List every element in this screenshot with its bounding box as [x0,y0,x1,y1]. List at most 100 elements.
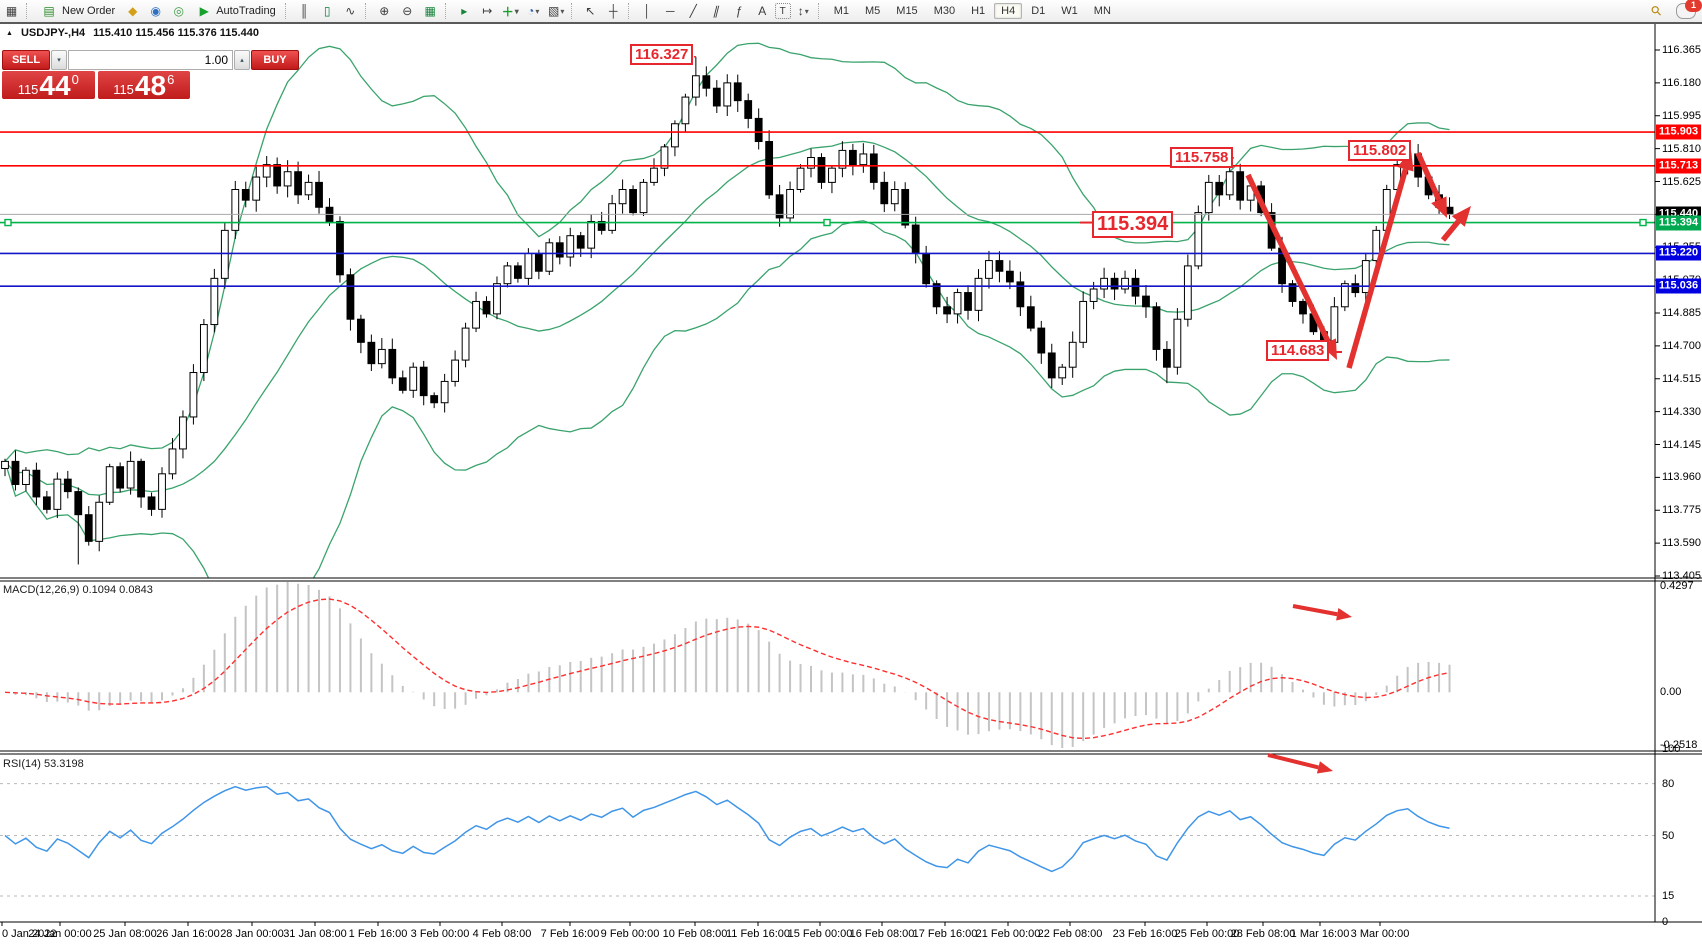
time-axis-label: 4 Feb 08:00 [472,928,532,940]
price-axis-tick: 113.775 [1662,504,1701,517]
timeframe-H4[interactable]: H4 [994,3,1023,19]
time-axis-label: 23 Feb 16:00 [1112,928,1178,940]
chevron-down-icon: ▾ [560,6,565,16]
rsi-axis-tick: 15 [1662,890,1675,903]
crosshair-icon[interactable]: ┼ [608,4,618,18]
toolbar: ▦ ▤ New Order ◆ ◉ ◎ ▶ AutoTrading ║ ▯ ∿ … [0,0,1702,24]
rsi-axis-tick: 80 [1662,777,1675,790]
timeframe-W1[interactable]: W1 [1061,5,1078,17]
collapse-icon[interactable]: ▲ [6,29,13,37]
new-chart-icon[interactable]: ▦ [5,4,18,18]
time-axis-label: 24 Jan 00:00 [28,928,92,940]
symbol-name: USDJPY-,H4 [20,27,86,39]
channel-icon[interactable]: ∥ [711,4,721,18]
symbol-quotes: 115.410 115.456 115.376 115.440 [93,27,259,39]
macd-label: MACD(12,26,9) 0.1094 0.0843 [3,584,153,596]
rsi-axis-tick: 100 [1662,743,1681,755]
buy-button[interactable]: BUY [251,50,299,70]
text-icon[interactable]: A [758,4,767,18]
line-chart-icon[interactable]: ∿ [345,4,356,18]
price-axis-tick: 115.995 [1662,109,1701,122]
annotation-115.394[interactable]: 115.394 [1092,211,1174,238]
time-axis-label: 26 Jan 16:00 [156,928,220,940]
chat-icon[interactable]: 1 [1676,0,1702,19]
time-axis-label: 7 Feb 16:00 [540,928,600,940]
annotation-116.327[interactable]: 116.327 [630,44,694,66]
symbol-info: ▲ USDJPY-,H4 115.410 115.456 115.376 115… [6,27,259,39]
horizontal-line-icon[interactable]: ─ [665,4,675,18]
price-axis-tick: 115.810 [1662,142,1701,155]
toolbar-separator [364,3,370,19]
community-icon[interactable]: ◉ [150,4,161,18]
arrows-shapes-icon[interactable]: ↕ ▾ [797,4,809,18]
bollinger-layer [4,42,1450,578]
annotation-115.802[interactable]: 115.802 [1348,140,1412,162]
fibonacci-icon[interactable]: ƒ [735,4,743,18]
volume-input[interactable] [68,50,233,70]
bar-chart-icon[interactable]: ║ [299,4,309,18]
new-order-label: New Order [62,5,116,17]
periods-icon[interactable]: ◔ ▾ [527,4,540,18]
macd-layer [4,582,1451,748]
cursor-icon[interactable]: ↖ [585,4,596,18]
price-axis-tick: 114.700 [1662,339,1701,352]
price-axis-tick: 113.960 [1662,471,1701,484]
price-axis-tick: 114.515 [1662,372,1701,385]
timeframe-M30[interactable]: M30 [933,5,956,17]
sell-price-pips: 44 [39,70,71,102]
time-axis-label: 28 Jan 00:00 [220,928,284,940]
timeframe-D1[interactable]: D1 [1031,5,1046,17]
buy-price-figure: 115 [113,82,134,97]
indicators-icon[interactable]: ＋ ▾ [501,4,519,19]
annotation-114.683[interactable]: 114.683 [1266,340,1330,362]
time-axis-label: 22 Feb 08:00 [1037,928,1103,940]
buy-price-point: 6 [167,72,175,87]
vertical-line-icon[interactable]: │ [643,4,651,18]
autotrading-label: AutoTrading [216,5,276,17]
timeframe-M5[interactable]: M5 [865,5,881,17]
auto-scroll-icon[interactable]: ▸ [461,4,468,18]
time-axis-label: 31 Jan 08:00 [283,928,347,940]
buy-price-display[interactable]: 115 48 6 [97,71,190,100]
new-order-button[interactable]: ▤ New Order [34,1,121,21]
timeframe-strip: M1 M5 M15 M30 H1 H4 D1 W1 MN [826,3,1119,19]
time-axis-label: 11 Feb 16:00 [725,928,791,940]
annotation-115.758[interactable]: 115.758 [1170,147,1234,169]
volume-up-stepper[interactable]: ▴ [234,50,250,70]
templates-icon[interactable]: ▧ ▾ [548,4,565,18]
frame-layer [0,22,1702,926]
time-axis-label: 25 Feb 00:00 [1174,928,1240,940]
toolbar-separator [444,3,450,19]
rsi-axis-tick: 0 [1662,916,1669,928]
autotrading-button[interactable]: ▶ AutoTrading [190,1,282,21]
notification-badge: 1 [1685,0,1702,12]
timeframe-M1[interactable]: M1 [833,5,849,17]
search-icon[interactable]: ⚲ [1647,1,1665,20]
volume-down-stepper[interactable]: ▾ [51,50,67,70]
timeframe-MN[interactable]: MN [1093,5,1111,17]
price-badge-115.036: 115.036 [1656,278,1701,294]
time-axis-label: 10 Feb 08:00 [662,928,728,940]
candlestick-icon[interactable]: ▯ [323,4,331,18]
trendline-icon[interactable]: ╱ [689,4,697,18]
toolbar-separator [570,3,576,19]
price-axis-tick: 114.330 [1662,405,1701,418]
time-axis-label: 1 Mar 16:00 [1290,928,1350,940]
price-axis-tick: 114.145 [1662,438,1701,451]
candles-layer [1,56,1454,565]
sell-price-point: 0 [71,72,79,87]
zoom-in-icon[interactable]: ⊕ [379,4,390,18]
chart-shift-icon[interactable]: ↦ [482,4,493,18]
tile-windows-icon[interactable]: ▦ [424,4,436,18]
sell-button[interactable]: SELL [2,50,50,70]
sell-price-display[interactable]: 115 44 0 [2,70,95,102]
text-label-icon[interactable]: T [774,3,791,19]
signals-icon[interactable]: ◎ [173,4,184,18]
timeframe-H1[interactable]: H1 [971,5,986,17]
gold-icon[interactable]: ◆ [128,4,138,18]
timeframe-M15[interactable]: M15 [896,5,918,17]
price-axis-tick: 115.625 [1662,175,1701,188]
zoom-out-icon[interactable]: ⊖ [402,4,413,18]
